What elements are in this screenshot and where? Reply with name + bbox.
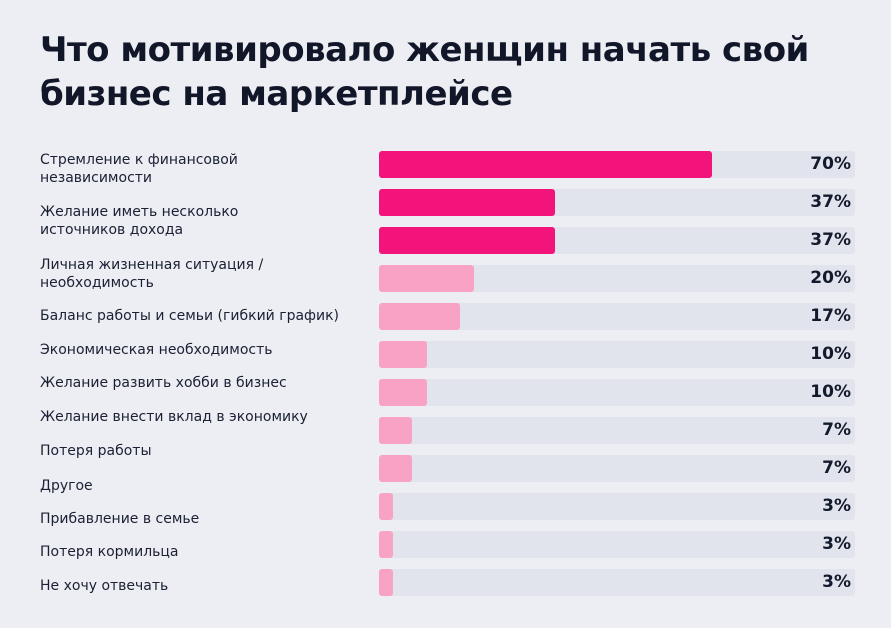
category-label: Прибавление в семье (40, 511, 200, 527)
bar-track (379, 341, 855, 368)
bar (379, 379, 427, 406)
category-label: Личная жизненная ситуация / необходимост… (40, 257, 264, 291)
value-label: 3% (822, 496, 851, 516)
bar-track (379, 417, 855, 444)
bar (379, 455, 413, 482)
category-label: Экономическая необходимость (40, 342, 273, 358)
category-label: Не хочу отвечать (40, 578, 169, 594)
bar (379, 569, 394, 596)
bar-track (379, 531, 855, 558)
bar (379, 227, 556, 254)
bar (379, 265, 475, 292)
value-label: 3% (822, 534, 851, 554)
value-label: 10% (810, 382, 851, 402)
value-label: 7% (822, 458, 851, 478)
bar (379, 189, 556, 216)
bar (379, 531, 394, 558)
value-label: 37% (810, 192, 851, 212)
category-label: Потеря кормильца (40, 544, 179, 560)
bar-track (379, 493, 855, 520)
category-label: Желание иметь несколько источников доход… (40, 204, 239, 238)
value-label: 70% (810, 154, 851, 174)
bar (379, 417, 413, 444)
bar (379, 341, 427, 368)
value-label: 3% (822, 572, 851, 592)
value-label: 17% (810, 306, 851, 326)
bar-track (379, 379, 855, 406)
category-label: Желание внести вклад в экономику (40, 409, 308, 425)
value-label: 37% (810, 230, 851, 250)
bar (379, 493, 394, 520)
chart-title: Что мотивировало женщин начать свой бизн… (40, 30, 809, 114)
category-label: Желание развить хобби в бизнес (40, 375, 287, 391)
category-label: Другое (40, 478, 93, 494)
value-label: 7% (822, 420, 851, 440)
category-label: Потеря работы (40, 443, 152, 459)
category-label: Стремление к финансовой независимости (40, 152, 238, 186)
value-label: 20% (810, 268, 851, 288)
bar (379, 303, 460, 330)
value-label: 10% (810, 344, 851, 364)
bar-track (379, 569, 855, 596)
bar (379, 151, 713, 178)
category-label: Баланс работы и семьи (гибкий график) (40, 308, 340, 324)
bar-track (379, 455, 855, 482)
